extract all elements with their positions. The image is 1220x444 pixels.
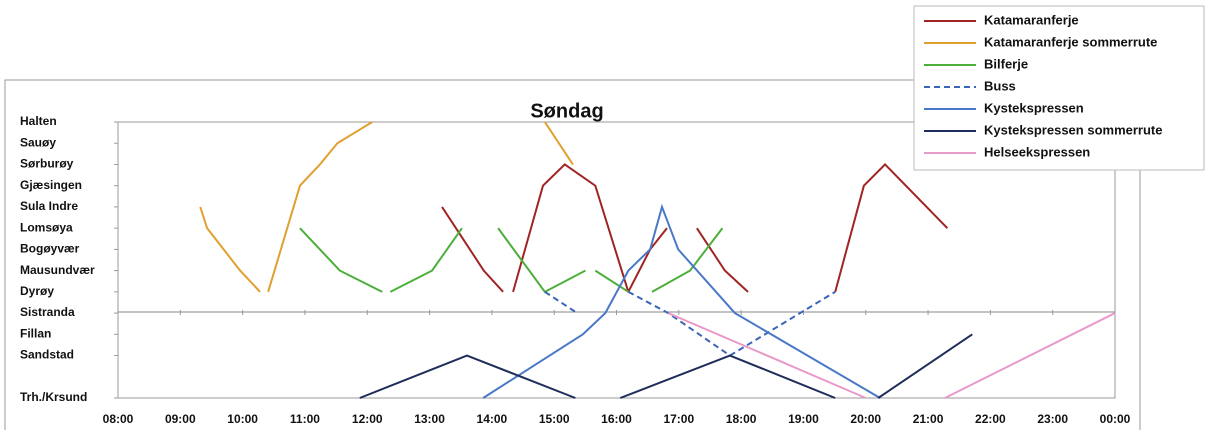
y-tick-label: Sula Indre	[20, 199, 78, 213]
x-tick-label: 17:00	[663, 412, 694, 426]
series-line	[199, 121, 574, 293]
legend-label: Helseekspressen	[984, 144, 1090, 159]
legend-box	[913, 5, 1205, 171]
x-tick-label: 11:00	[290, 412, 320, 426]
x-tick-label: 14:00	[477, 412, 508, 426]
chart-frame	[4, 79, 1141, 430]
y-tick-label: Lomsøya	[20, 220, 73, 234]
y-tick-label: Halten	[20, 114, 57, 128]
y-tick-label: Sandstad	[20, 348, 74, 362]
x-tick-label: 18:00	[726, 412, 757, 426]
series-line	[544, 290, 836, 357]
x-tick-label: 12:00	[352, 412, 383, 426]
series-line	[482, 203, 881, 399]
series-line	[359, 333, 973, 399]
y-tick-label: Gjæsingen	[20, 178, 82, 192]
y-tick-label: Dyrøy	[20, 284, 54, 298]
x-tick-label: 10:00	[227, 412, 258, 426]
x-tick-label: 21:00	[913, 412, 944, 426]
legend-label: Katamaranferje	[984, 12, 1079, 27]
x-tick-label: 00:00	[1100, 412, 1131, 426]
legend-label: Bilferje	[984, 56, 1028, 71]
y-tick-label: Sistranda	[20, 305, 75, 319]
legend-label: Buss	[984, 78, 1016, 93]
chart-title: Søndag	[530, 100, 603, 122]
y-tick-label: Bogøyvær	[20, 242, 80, 256]
legend-label: Kystekspressen	[984, 100, 1084, 115]
y-tick-label: Fillan	[20, 326, 51, 340]
series-line	[667, 312, 1116, 399]
x-tick-label: 20:00	[850, 412, 881, 426]
plot-area	[117, 121, 1116, 399]
legend-label: Katamaranferje sommerrute	[984, 34, 1157, 49]
legend-label: Kystekspressen sommerrute	[984, 122, 1162, 137]
x-tick-label: 15:00	[539, 412, 570, 426]
x-tick-label: 13:00	[414, 412, 445, 426]
y-tick-label: Mausundvær	[20, 263, 95, 277]
series-line	[441, 163, 949, 293]
x-tick-label: 16:00	[601, 412, 632, 426]
x-tick-label: 23:00	[1037, 412, 1068, 426]
y-tick-label: Sauøy	[20, 135, 56, 149]
x-tick-label: 09:00	[165, 412, 196, 426]
y-tick-label: Sørburøy	[20, 157, 74, 171]
y-tick-label: Trh./Krsund	[20, 390, 87, 404]
x-tick-label: 22:00	[975, 412, 1006, 426]
x-tick-label: 08:00	[103, 412, 134, 426]
x-tick-label: 19:00	[788, 412, 819, 426]
